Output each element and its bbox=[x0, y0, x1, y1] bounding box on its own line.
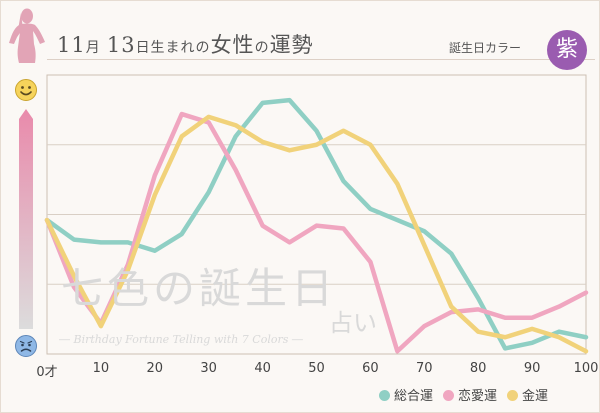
x-tick-label: 100 bbox=[573, 361, 599, 376]
x-tick-label: 90 bbox=[523, 361, 541, 376]
header: 11月 13日生まれの女性の運勢 誕生日カラー 紫 bbox=[1, 1, 599, 70]
x-tick-label: 60 bbox=[362, 361, 379, 376]
series-line-1 bbox=[44, 111, 589, 354]
x-tick-label: 50 bbox=[308, 361, 325, 376]
birthday-color-badge: 紫 bbox=[547, 30, 587, 70]
legend-swatch bbox=[379, 390, 390, 401]
title-subject: 女性 bbox=[210, 33, 255, 57]
x-tick-label: 40 bbox=[254, 361, 271, 376]
title-month-unit: 月 bbox=[85, 40, 101, 56]
x-tick-label: 70 bbox=[416, 361, 433, 376]
x-tick-label: 10 bbox=[92, 361, 110, 376]
legend-label: 総合運 bbox=[394, 389, 434, 404]
worried-face-icon bbox=[15, 335, 37, 357]
legend-item: 恋愛運 bbox=[443, 385, 497, 404]
woman-silhouette-icon bbox=[9, 8, 45, 63]
legend-swatch bbox=[507, 390, 519, 401]
title-month: 11 bbox=[57, 33, 86, 57]
title-day: 13 bbox=[106, 33, 136, 57]
birthday-color-label: 誕生日カラー bbox=[449, 41, 522, 55]
smiley-face-icon bbox=[15, 79, 37, 101]
legend-swatch bbox=[443, 390, 455, 401]
legend-label: 金運 bbox=[522, 389, 549, 404]
watermark-sub: ― Birthday Fortune Telling with 7 Colors… bbox=[59, 333, 303, 346]
watermark-tail: 占い bbox=[329, 309, 377, 337]
fortune-gauge-bar bbox=[19, 109, 33, 329]
chart-legend: 総合運 恋愛運 金運 bbox=[379, 385, 558, 404]
legend-item: 金運 bbox=[507, 385, 548, 404]
title-day-suffix: 日生まれの bbox=[135, 40, 211, 56]
watermark-main: 七色の誕生日 bbox=[61, 264, 338, 313]
page-title: 11月 13日生まれの女性の運勢 bbox=[57, 29, 314, 59]
title-fortune: 運勢 bbox=[269, 33, 314, 57]
title-underline bbox=[47, 59, 595, 60]
title-particle: の bbox=[254, 40, 270, 56]
series-line-2 bbox=[44, 114, 589, 354]
x-tick-label: 0才 bbox=[36, 365, 58, 380]
legend-item: 総合運 bbox=[379, 385, 433, 404]
x-tick-label: 80 bbox=[469, 361, 487, 376]
legend-label: 恋愛運 bbox=[458, 389, 498, 404]
x-tick-label: 20 bbox=[146, 361, 164, 376]
x-tick-label: 30 bbox=[200, 361, 217, 376]
